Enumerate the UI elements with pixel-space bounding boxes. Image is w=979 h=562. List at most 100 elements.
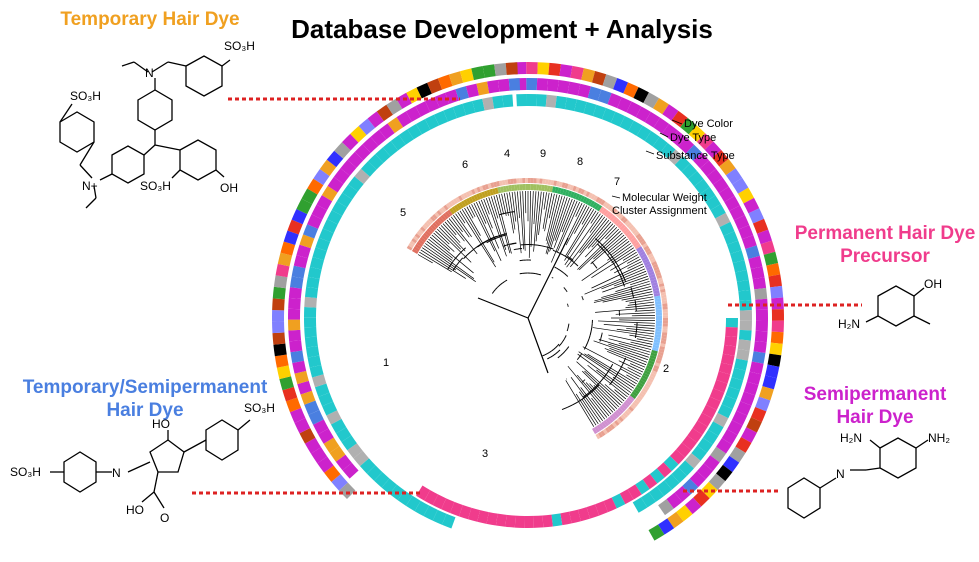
dendrogram-branch: [522, 191, 526, 251]
dendrogram-branch: [589, 331, 592, 336]
dendrogram-branch: [491, 291, 495, 294]
dendrogram-branch: [485, 197, 507, 257]
substance-type-segment: [730, 250, 745, 264]
cluster-assignment-segment: [633, 241, 640, 248]
molecular-weight-segment: [661, 297, 667, 302]
dendrogram-branch: [620, 266, 645, 278]
ring-label-group: Dye Color Dye Type Substance Type Molecu…: [611, 118, 735, 217]
dendrogram-branch: [570, 258, 573, 260]
cluster-label-3: 3: [482, 448, 488, 460]
permanent-segment: [505, 514, 516, 528]
dendrogram-branch: [572, 260, 576, 264]
dendrogram-branch: [556, 343, 560, 347]
dendrogram-branch: [461, 209, 495, 263]
dye-color-segment: [296, 198, 313, 215]
permanent-segment: [725, 326, 738, 338]
cluster-assignment-segment: [642, 372, 650, 378]
molecular-weight-segment: [648, 255, 655, 261]
substance-type-segment: [583, 101, 597, 117]
dendrogram-branch: [564, 336, 566, 339]
dendrogram-branch: [542, 192, 550, 229]
molecular-weight-segment: [628, 406, 634, 412]
molecular-weight-segment: [455, 196, 461, 203]
dendrogram-branch: [626, 374, 639, 382]
dendrogram-branch: [468, 205, 476, 218]
dye-type-segment: [706, 168, 723, 185]
dye-type-segment: [626, 101, 642, 118]
dendrogram-branch: [629, 334, 654, 340]
molecular-weight-segment: [577, 187, 583, 194]
substance-type-segment: [726, 240, 742, 254]
cluster-assignment-segment: [613, 411, 620, 418]
molecular-weight-segment: [476, 186, 481, 193]
dye-type-segment: [405, 106, 421, 122]
dye-color-segment: [771, 309, 784, 321]
dendrogram-branch: [609, 258, 615, 264]
dendrogram-branch: [428, 238, 453, 259]
dendrogram-branch: [500, 282, 504, 285]
dendrogram-branch: [614, 258, 641, 274]
permanent-dye-structure: OH H₂N: [838, 277, 942, 331]
substance-type-segment: [636, 125, 652, 142]
molecular-weight-segment: [519, 178, 523, 184]
molecular-weight-segment: [510, 178, 514, 185]
substance-type-segment: [664, 474, 680, 490]
cluster-assignment-segment: [502, 185, 507, 193]
cluster-assignment-segment: [648, 273, 656, 279]
molecular-weight-segment: [600, 430, 606, 437]
cluster-assignment-segment: [655, 303, 662, 308]
dendrogram-branch: [533, 191, 539, 252]
dye-type-segment: [487, 79, 500, 94]
molecular-weight-segment: [635, 397, 642, 403]
dye-type-segment: [682, 478, 699, 495]
substance-type-segment: [381, 478, 397, 495]
dendrogram-branch: [618, 368, 622, 373]
permanent-segment: [432, 494, 447, 510]
cluster-assignment-segment: [463, 199, 469, 206]
cluster-label-5: 5: [400, 207, 406, 219]
molecular-weight-segment: [595, 196, 601, 203]
dendrogram-branch: [587, 389, 593, 395]
dendrogram-branch: [558, 349, 561, 352]
dye-type-segment: [733, 215, 750, 230]
substance-type-segment: [434, 110, 448, 126]
substance-type-segment: [713, 412, 729, 428]
dye-color-segment: [729, 446, 746, 463]
molecular-weight-segment: [487, 183, 492, 189]
dendrogram-branch: [630, 363, 645, 370]
cluster-assignment-segment: [643, 370, 651, 376]
substance-type-segment: [640, 492, 656, 508]
cluster-assignment-segment: [651, 284, 659, 289]
dye-type-segment: [526, 78, 538, 91]
dendrogram-branch: [590, 212, 599, 224]
dye-type-segment: [751, 351, 766, 364]
dye-color-segment: [676, 504, 693, 522]
dye-type-segment: [333, 168, 350, 184]
dye-color-segment: [548, 62, 561, 77]
dendrogram-branch: [593, 232, 623, 260]
dendrogram-branch: [451, 260, 454, 264]
substance-type-segment: [348, 176, 364, 192]
molecular-weight-segment: [609, 206, 615, 213]
molecular-weight-segment: [422, 224, 428, 230]
cluster-assignment-segment: [426, 228, 433, 235]
substance-type-segment: [307, 355, 322, 368]
cluster-assignment-segment: [655, 306, 662, 310]
cluster-assignment-segment: [623, 228, 630, 235]
substance-type-segment: [710, 203, 726, 219]
ring-label-dye-type: Dye Type: [670, 132, 716, 144]
molecular-weight-segment: [646, 380, 653, 386]
cluster-assignment-segment: [645, 365, 653, 370]
dye-color-segment: [743, 197, 760, 214]
dye-color-segment: [738, 187, 755, 204]
dendrogram-branch: [462, 247, 466, 251]
molecular-weight-segment: [416, 231, 423, 237]
dendrogram-branch: [567, 365, 610, 417]
molecular-weight-segment: [638, 238, 645, 244]
dye-type-segment: [425, 96, 440, 113]
dendrogram-branch: [604, 348, 647, 366]
dendrogram-branch: [609, 347, 648, 363]
molecular-weight-segment: [441, 206, 447, 213]
dye-type-segment: [597, 89, 612, 105]
